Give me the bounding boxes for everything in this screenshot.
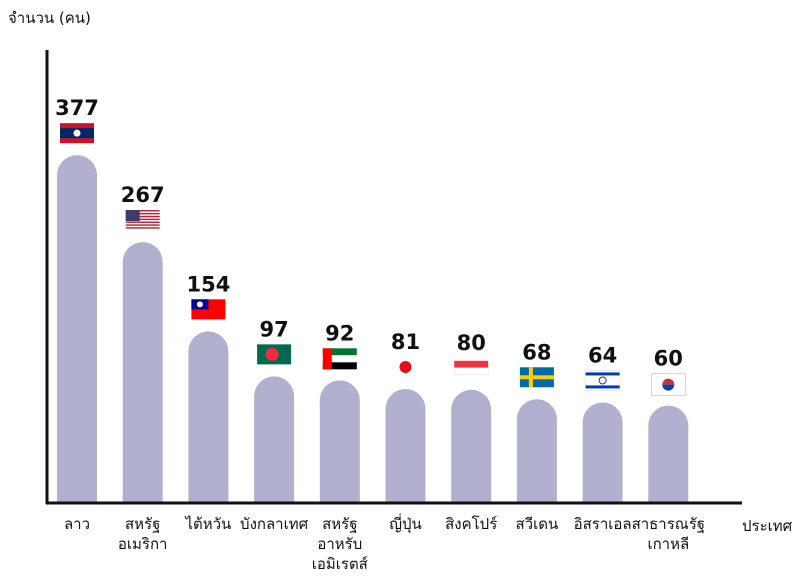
value-label: 60 — [654, 347, 683, 371]
flag — [585, 385, 620, 389]
flag — [322, 348, 357, 356]
value-label: 80 — [457, 331, 486, 355]
value-label: 97 — [259, 317, 288, 341]
flag — [265, 347, 279, 361]
flag — [125, 218, 160, 221]
flag — [454, 360, 489, 368]
value-label: 64 — [588, 343, 617, 367]
flag — [322, 362, 357, 370]
flag — [585, 372, 620, 376]
flag — [125, 212, 160, 215]
flag-icon — [60, 123, 94, 144]
flag — [453, 367, 489, 376]
x-tick-label: สหรัฐ อเมริกา — [117, 515, 168, 553]
x-tick-label: สหรัฐ อาหรับ เอมิเรตส์ — [311, 515, 368, 573]
flag-icon — [191, 299, 226, 320]
flag — [399, 361, 412, 374]
bar — [122, 242, 163, 503]
flag — [125, 215, 160, 218]
flag-icon — [399, 361, 412, 374]
flag — [322, 348, 332, 370]
flag-icon — [651, 373, 686, 396]
x-tick-label: ญี่ปุ่น — [389, 515, 422, 533]
value-label: 81 — [391, 330, 420, 354]
x-tick-label: อิสราเอล — [573, 515, 632, 533]
flag — [125, 224, 160, 226]
bar — [188, 331, 229, 503]
value-label: 68 — [522, 340, 551, 364]
value-label: 154 — [186, 272, 230, 296]
x-axis-label: ประเทศ — [742, 517, 793, 535]
x-tick-label: ไต้หวัน — [185, 515, 232, 533]
bar — [385, 389, 426, 503]
x-tick-label: สาธารณรัฐ เกาหลี — [631, 515, 706, 553]
bar — [516, 399, 557, 503]
flag-icon — [519, 367, 554, 388]
flag — [73, 129, 81, 137]
flag — [519, 375, 554, 380]
value-label: 267 — [121, 183, 165, 207]
flag — [125, 227, 160, 229]
value-label: 92 — [325, 321, 354, 345]
flag-icon — [125, 210, 160, 229]
x-tick-label: สวีเดน — [515, 515, 559, 533]
flag — [125, 210, 160, 212]
flag — [598, 376, 607, 385]
flag — [662, 378, 675, 385]
flag — [196, 301, 203, 308]
bar — [451, 389, 492, 503]
flag — [528, 367, 533, 388]
flag-icon — [257, 344, 292, 365]
flag — [322, 355, 357, 363]
flag-icon — [322, 348, 357, 370]
y-axis-label: จำนวน (คน) — [8, 9, 91, 27]
bar — [648, 405, 689, 503]
value-label: 377 — [55, 96, 99, 120]
flag-icon — [585, 370, 620, 391]
x-tick-label: ลาว — [63, 515, 91, 533]
flag — [125, 221, 160, 223]
flag-icon — [453, 360, 489, 376]
bar — [319, 380, 360, 503]
bar — [582, 402, 623, 503]
flag — [662, 384, 675, 391]
bar — [57, 155, 97, 504]
x-tick-label: บังกลาเทศ — [240, 515, 309, 533]
x-tick-label: สิงคโปร์ — [445, 515, 498, 533]
flag — [125, 210, 140, 222]
bar — [254, 376, 295, 503]
